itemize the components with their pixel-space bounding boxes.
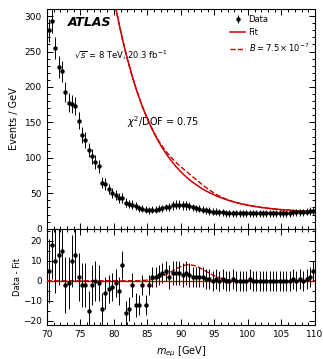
- Y-axis label: Data - Fit: Data - Fit: [13, 258, 22, 296]
- $B = 7.5 \times 10^{-7}$: [229, 199, 233, 203]
- Fit: [259, 205, 263, 210]
- $B = 7.5 \times 10^{-7}$: [313, 209, 317, 214]
- Line: $B = 7.5 \times 10^{-7}$: $B = 7.5 \times 10^{-7}$: [47, 0, 315, 211]
- Fit: [313, 209, 317, 214]
- Legend: Data, Fit, $B = 7.5 \times 10^{-7}$: Data, Fit, $B = 7.5 \times 10^{-7}$: [229, 13, 311, 55]
- Line: Fit: Fit: [47, 0, 315, 211]
- Fit: [254, 205, 258, 209]
- Text: $\chi^2$/DOF = 0.75: $\chi^2$/DOF = 0.75: [127, 115, 199, 130]
- Y-axis label: Events / GeV: Events / GeV: [9, 88, 19, 150]
- $B = 7.5 \times 10^{-7}$: [259, 205, 263, 210]
- $B = 7.5 \times 10^{-7}$: [254, 205, 258, 209]
- Text: $\sqrt{s}$ = 8 TeV, 20.3 fb$^{-1}$: $\sqrt{s}$ = 8 TeV, 20.3 fb$^{-1}$: [74, 48, 167, 62]
- Fit: [153, 133, 157, 137]
- Fit: [163, 150, 167, 154]
- Fit: [229, 199, 233, 203]
- Text: ATLAS: ATLAS: [68, 15, 112, 29]
- X-axis label: $m_{e\mu}$ [GeV]: $m_{e\mu}$ [GeV]: [156, 344, 206, 359]
- $B = 7.5 \times 10^{-7}$: [163, 148, 167, 152]
- $B = 7.5 \times 10^{-7}$: [153, 132, 157, 137]
